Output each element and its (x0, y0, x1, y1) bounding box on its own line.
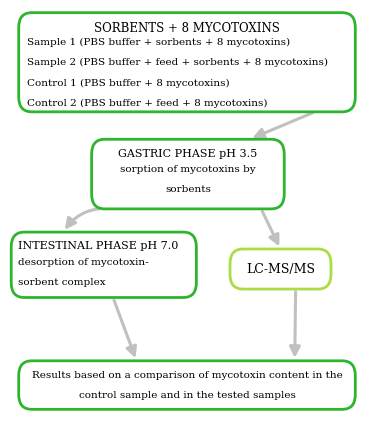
FancyBboxPatch shape (11, 232, 196, 298)
Text: GASTRIC PHASE pH 3.5: GASTRIC PHASE pH 3.5 (118, 149, 258, 159)
Text: Control 1 (PBS buffer + 8 mycotoxins): Control 1 (PBS buffer + 8 mycotoxins) (27, 78, 230, 88)
Text: Control 2 (PBS buffer + feed + 8 mycotoxins): Control 2 (PBS buffer + feed + 8 mycotox… (27, 99, 267, 108)
Text: Sample 1 (PBS buffer + sorbents + 8 mycotoxins): Sample 1 (PBS buffer + sorbents + 8 myco… (27, 38, 290, 47)
FancyBboxPatch shape (19, 361, 355, 409)
Text: desorption of mycotoxin-: desorption of mycotoxin- (18, 258, 148, 267)
Text: Sample 2 (PBS buffer + feed + sorbents + 8 mycotoxins): Sample 2 (PBS buffer + feed + sorbents +… (27, 58, 328, 68)
Text: INTESTINAL PHASE pH 7.0: INTESTINAL PHASE pH 7.0 (18, 241, 178, 252)
Text: sorption of mycotoxins by: sorption of mycotoxins by (120, 165, 256, 174)
FancyBboxPatch shape (230, 249, 331, 289)
FancyBboxPatch shape (92, 139, 284, 209)
Text: control sample and in the tested samples: control sample and in the tested samples (79, 391, 295, 400)
Text: Results based on a comparison of mycotoxin content in the: Results based on a comparison of mycotox… (32, 371, 342, 380)
Text: sorbent complex: sorbent complex (18, 278, 105, 287)
Text: sorbents: sorbents (165, 185, 211, 194)
Text: SORBENTS + 8 MYCOTOXINS: SORBENTS + 8 MYCOTOXINS (94, 22, 280, 35)
Text: LC-MS/MS: LC-MS/MS (246, 262, 315, 276)
FancyBboxPatch shape (19, 13, 355, 112)
